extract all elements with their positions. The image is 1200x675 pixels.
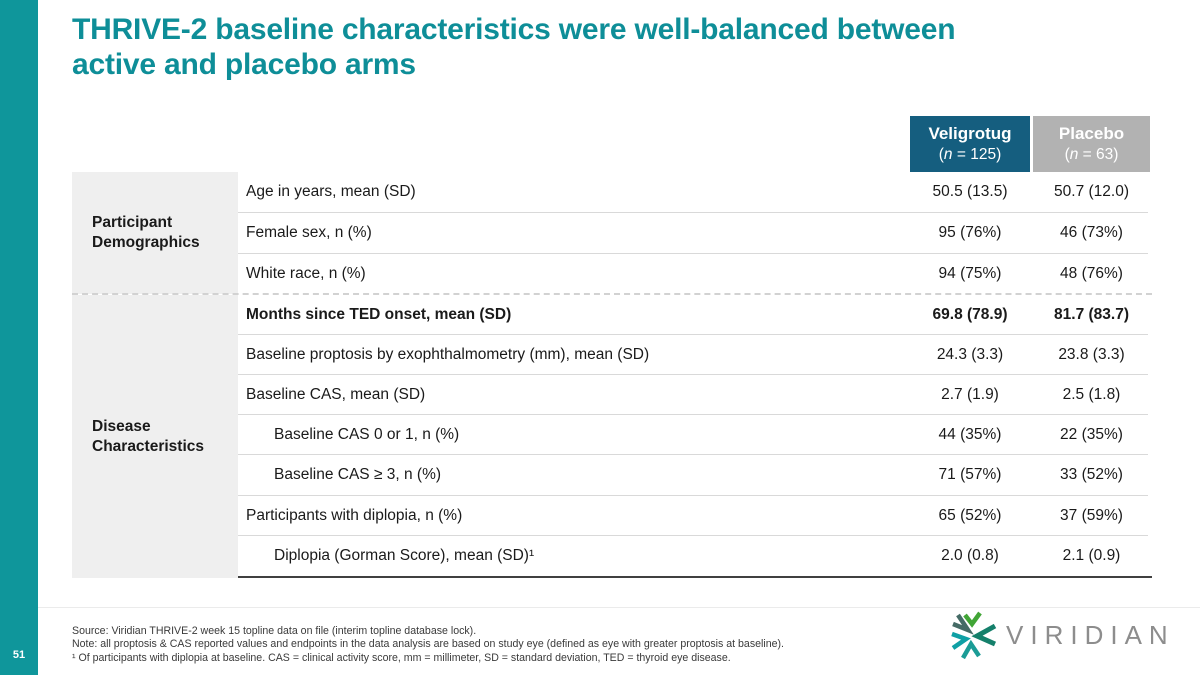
column-header-veligrotug: Veligrotug (n = 125) xyxy=(910,116,1030,172)
footnote-abbreviations: ¹ Of participants with diplopia at basel… xyxy=(72,651,731,664)
count-open: ( xyxy=(938,146,944,163)
table-row: Months since TED onset, mean (SD) 69.8 (… xyxy=(72,294,1152,335)
footnotes: Source: Viridian THRIVE-2 week 15 toplin… xyxy=(72,625,892,665)
row-label: Baseline CAS, mean (SD) xyxy=(246,385,426,403)
count-value: = 125) xyxy=(952,146,1002,163)
value-placebo: 81.7 (83.7) xyxy=(1054,305,1129,323)
value-veligrotug: 2.7 (1.9) xyxy=(941,385,999,403)
viridian-logo: VIRIDIAN xyxy=(950,611,1175,659)
value-veligrotug: 94 (75%) xyxy=(938,264,1002,282)
footnote-source: Source: Viridian THRIVE-2 week 15 toplin… xyxy=(72,625,477,637)
viridian-logo-text: VIRIDIAN xyxy=(1006,619,1175,650)
value-placebo: 48 (76%) xyxy=(1060,264,1123,282)
row-divider xyxy=(238,414,1148,416)
value-veligrotug: 50.5 (13.5) xyxy=(932,183,1008,201)
table-row: White race, n (%) 94 (75%) 48 (76%) xyxy=(72,254,1152,295)
value-veligrotug: 2.0 (0.8) xyxy=(941,546,999,564)
group-label: Disease Characteristics xyxy=(92,417,205,455)
table-row: Baseline CAS 0 or 1, n (%) 44 (35%) 22 (… xyxy=(72,415,1152,456)
accent-bar: 51 xyxy=(0,0,38,675)
column-header-placebo: Placebo (n = 63) xyxy=(1033,116,1150,172)
footer-divider xyxy=(38,607,1200,608)
value-veligrotug: 71 (57%) xyxy=(938,466,1002,484)
value-veligrotug: 65 (52%) xyxy=(938,506,1002,524)
row-label: Participants with diplopia, n (%) xyxy=(246,506,463,524)
group-cell-participant-demographics: Participant Demographics xyxy=(72,172,238,294)
footnote-note: Note: all proptosis & CAS reported value… xyxy=(72,638,784,651)
value-veligrotug: 95 (76%) xyxy=(938,224,1002,242)
table-row: Baseline CAS, mean (SD) 2.7 (1.9) 2.5 (1… xyxy=(72,375,1152,416)
row-label: Female sex, n (%) xyxy=(246,224,372,242)
value-placebo: 2.5 (1.8) xyxy=(1062,385,1121,403)
group-divider-dashed xyxy=(72,293,1152,295)
row-divider xyxy=(238,373,1148,375)
value-placebo: 23.8 (3.3) xyxy=(1058,345,1125,363)
row-label: Baseline proptosis by exophthalmometry (… xyxy=(246,345,650,363)
value-placebo: 33 (52%) xyxy=(1060,466,1123,484)
row-divider xyxy=(238,252,1148,254)
count-n: n xyxy=(1069,146,1079,163)
table-row: Age in years, mean (SD) 50.5 (13.5) 50.7… xyxy=(72,172,1152,213)
slide-title: THRIVE-2 baseline characteristics were w… xyxy=(72,13,956,81)
baseline-characteristics-table: Participant Demographics Disease Charact… xyxy=(72,172,1152,578)
value-placebo: 2.1 (0.9) xyxy=(1062,546,1121,564)
row-divider xyxy=(238,494,1148,496)
group-label: Participant Demographics xyxy=(92,214,200,251)
column-count-placebo: (n = 63) xyxy=(1033,145,1150,165)
row-label: Age in years, mean (SD) xyxy=(246,183,416,201)
value-veligrotug: 44 (35%) xyxy=(938,426,1002,444)
row-divider xyxy=(238,534,1148,536)
table-row: Diplopia (Gorman Score), mean (SD)¹ 2.0 … xyxy=(72,536,1152,576)
row-label: Diplopia (Gorman Score), mean (SD)¹ xyxy=(274,546,535,564)
row-label: Baseline CAS 0 or 1, n (%) xyxy=(274,426,460,444)
value-veligrotug: 69.8 (78.9) xyxy=(932,305,1008,323)
group-cell-disease-characteristics: Disease Characteristics xyxy=(72,295,238,578)
row-label: White race, n (%) xyxy=(246,264,366,282)
value-placebo: 50.7 (12.0) xyxy=(1054,183,1129,201)
row-label: Months since TED onset, mean (SD) xyxy=(246,305,512,323)
page-number: 51 xyxy=(12,649,26,661)
count-n: n xyxy=(943,146,953,163)
value-placebo: 22 (35%) xyxy=(1060,426,1123,444)
row-divider xyxy=(238,211,1148,213)
table-rows: Age in years, mean (SD) 50.5 (13.5) 50.7… xyxy=(72,172,1152,576)
row-divider xyxy=(238,333,1148,335)
column-name-placebo: Placebo xyxy=(1058,124,1125,143)
count-open: ( xyxy=(1064,146,1070,163)
viridian-logo-icon xyxy=(951,611,997,659)
table-row: Female sex, n (%) 95 (76%) 46 (73%) xyxy=(72,213,1152,254)
value-placebo: 46 (73%) xyxy=(1060,224,1123,242)
column-count-veligrotug: (n = 125) xyxy=(910,145,1030,165)
column-name-veligrotug: Veligrotug xyxy=(928,124,1012,143)
table-row: Baseline CAS ≥ 3, n (%) 71 (57%) 33 (52%… xyxy=(72,455,1152,496)
row-divider xyxy=(238,454,1148,456)
count-value: = 63) xyxy=(1078,146,1119,163)
table-row: Baseline proptosis by exophthalmometry (… xyxy=(72,335,1152,375)
value-placebo: 37 (59%) xyxy=(1060,506,1123,524)
row-label: Baseline CAS ≥ 3, n (%) xyxy=(274,466,442,484)
value-veligrotug: 24.3 (3.3) xyxy=(936,345,1004,363)
table-row: Participants with diplopia, n (%) 65 (52… xyxy=(72,496,1152,536)
